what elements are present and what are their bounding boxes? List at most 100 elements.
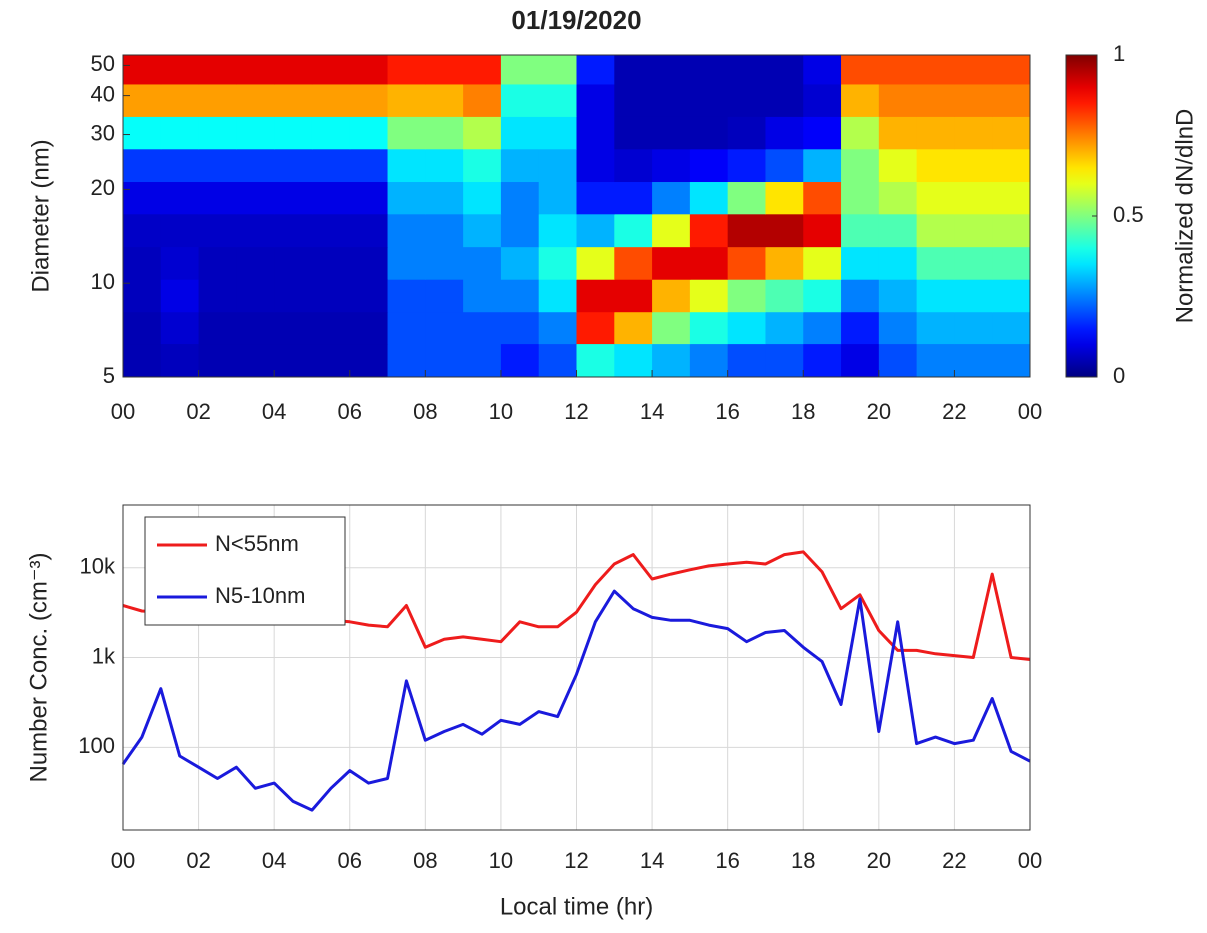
heatmap-cell	[236, 116, 275, 150]
x-tick-label: 14	[640, 399, 664, 424]
heatmap-cell	[236, 246, 275, 280]
heatmap-cell	[803, 148, 842, 183]
heatmap-cell	[916, 213, 955, 248]
x-tick-label: 20	[867, 848, 891, 873]
x-tick-label: 08	[413, 848, 437, 873]
heatmap-cell	[387, 311, 426, 345]
heatmap-cell	[916, 116, 955, 150]
heatmap-cell	[311, 181, 351, 215]
heatmap-cell	[841, 148, 880, 183]
heatmap-cell	[765, 213, 804, 248]
heatmap-cell	[803, 181, 842, 215]
heatmap-cell	[765, 148, 804, 183]
heatmap-cell	[538, 181, 577, 215]
heatmap-cell	[689, 55, 729, 85]
heatmap-cell	[538, 279, 577, 313]
heatmap-cell	[614, 181, 653, 215]
heatmap-cell	[878, 343, 918, 378]
heatmap-cell	[311, 83, 351, 117]
heatmap-cell	[576, 83, 615, 117]
heatmap-cell	[311, 311, 351, 345]
x-tick-label: 04	[262, 848, 286, 873]
heatmap-cell	[538, 311, 577, 345]
heatmap-cell	[123, 83, 162, 117]
heatmap-cell	[727, 116, 766, 150]
heatmap-cell	[841, 181, 880, 215]
heatmap-cell	[387, 148, 426, 183]
x-tick-label: 18	[791, 848, 815, 873]
chart-title: 01/19/2020	[511, 5, 641, 35]
heatmap-cell	[123, 116, 162, 150]
x-tick-label: 16	[715, 848, 739, 873]
heatmap-cell	[727, 213, 766, 248]
heatmap-cell	[727, 83, 766, 117]
heatmap-cell	[765, 246, 804, 280]
heatmap-cell	[841, 279, 880, 313]
heatmap-cell	[198, 55, 237, 85]
heatmap-cell	[349, 246, 389, 280]
heatmap-cell	[689, 116, 729, 150]
heatmap-cell	[954, 148, 993, 183]
x-tick-label: 02	[186, 848, 210, 873]
heatmap-cell	[274, 55, 313, 85]
colorbar-tick-label: 1	[1113, 41, 1125, 66]
heatmap-cell	[916, 311, 955, 345]
heatmap-cell	[954, 279, 993, 313]
heatmap-cell	[992, 181, 1031, 215]
heatmap-cell	[765, 116, 804, 150]
y-tick-label: 10	[91, 269, 115, 294]
heatmap-cell	[538, 246, 577, 280]
heatmap-cell	[538, 148, 577, 183]
heatmap-cell	[349, 116, 389, 150]
heatmap-cell	[463, 148, 502, 183]
heatmap-cell	[689, 343, 729, 378]
heatmap-cell	[614, 116, 653, 150]
heatmap-cell	[123, 246, 162, 280]
heatmap-cell	[689, 83, 729, 117]
y-tick-label: 30	[91, 120, 115, 145]
heatmap-cell	[198, 246, 237, 280]
heatmap-cell	[236, 343, 275, 378]
heatmap-cell	[614, 55, 653, 85]
heatmap-cell	[841, 246, 880, 280]
heatmap-cell	[425, 246, 464, 280]
heatmap-cell	[916, 83, 955, 117]
heatmap-cell	[652, 246, 691, 280]
x-tick-label: 12	[564, 848, 588, 873]
heatmap-cell	[463, 213, 502, 248]
heatmap-cell	[576, 116, 615, 150]
heatmap-cell	[916, 279, 955, 313]
heatmap-cell	[387, 246, 426, 280]
y-tick-label: 5	[103, 363, 115, 388]
y-axis-label: Number Conc. (cm⁻³)	[25, 552, 52, 782]
heatmap-cell	[160, 83, 200, 117]
heatmap-cell	[463, 55, 502, 85]
heatmap-cell	[463, 279, 502, 313]
heatmap-cell	[803, 83, 842, 117]
heatmap-cell	[500, 55, 540, 85]
heatmap-cell	[198, 311, 237, 345]
heatmap-cell	[463, 116, 502, 150]
heatmap-cell	[349, 343, 389, 378]
heatmap-cell	[614, 343, 653, 378]
heatmap-cell	[387, 55, 426, 85]
heatmap-cell	[727, 246, 766, 280]
x-tick-label: 10	[489, 399, 513, 424]
heatmap-cell	[878, 279, 918, 313]
heatmap-cell	[652, 311, 691, 345]
heatmap-cell	[803, 279, 842, 313]
x-tick-label: 00	[1018, 848, 1042, 873]
heatmap-cell	[236, 83, 275, 117]
y-tick-label: 100	[78, 733, 115, 758]
x-tick-label: 00	[1018, 399, 1042, 424]
heatmap-cell	[841, 213, 880, 248]
heatmap-cell	[349, 181, 389, 215]
heatmap-cell	[425, 148, 464, 183]
heatmap-cell	[311, 213, 351, 248]
legend-box	[144, 516, 346, 626]
heatmap-cell	[198, 148, 237, 183]
heatmap-cell	[954, 213, 993, 248]
heatmap-cell	[765, 279, 804, 313]
x-tick-label: 14	[640, 848, 664, 873]
heatmap-cell	[576, 181, 615, 215]
